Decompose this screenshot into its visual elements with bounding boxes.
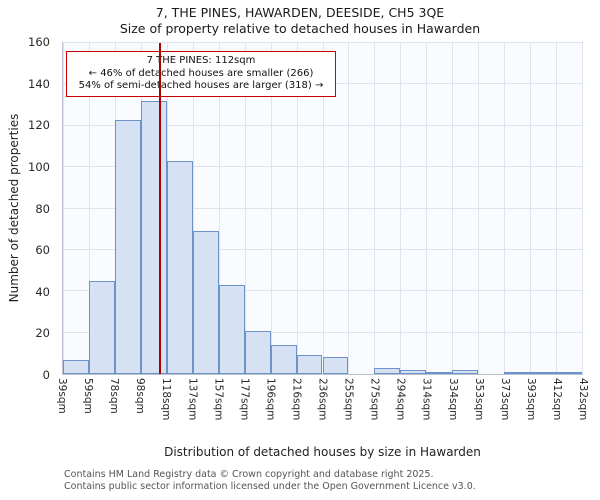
x-tick-label: 255sqm bbox=[342, 378, 355, 421]
x-tick-label: 432sqm bbox=[577, 378, 589, 421]
annotation-box: 7 THE PINES: 112sqm ← 46% of detached ho… bbox=[66, 51, 336, 97]
histogram-bar bbox=[270, 345, 297, 374]
v-gridline bbox=[218, 43, 220, 374]
x-tick-label: 236sqm bbox=[316, 378, 329, 421]
x-tick-label: 412sqm bbox=[550, 378, 563, 421]
y-tick-label: 140 bbox=[28, 76, 50, 91]
histogram-bar bbox=[322, 357, 349, 374]
histogram-bar bbox=[192, 231, 219, 374]
y-tick-label: 60 bbox=[35, 243, 50, 258]
histogram-bar bbox=[556, 371, 582, 374]
v-gridline bbox=[244, 43, 246, 374]
v-gridline bbox=[556, 43, 558, 374]
histogram-bar bbox=[166, 160, 193, 374]
histogram-bar bbox=[374, 367, 401, 374]
v-gridline bbox=[478, 43, 480, 374]
annotation-line-2: ← 46% of detached houses are smaller (26… bbox=[88, 67, 314, 79]
plot-area: 7 THE PINES: 112sqm ← 46% of detached ho… bbox=[62, 42, 583, 375]
footer: Contains HM Land Registry data © Crown c… bbox=[64, 469, 476, 492]
v-gridline bbox=[530, 43, 532, 374]
histogram-bar bbox=[452, 369, 479, 374]
y-tick-label: 40 bbox=[35, 284, 50, 299]
x-tick-label: 39sqm bbox=[56, 378, 68, 414]
v-gridline bbox=[322, 43, 324, 374]
histogram-bar bbox=[426, 371, 453, 374]
histogram-bar bbox=[63, 359, 89, 374]
v-gridline bbox=[270, 43, 272, 374]
x-tick-label: 137sqm bbox=[186, 378, 199, 421]
histogram-bar bbox=[504, 371, 531, 374]
x-tick-labels: 39sqm 59sqm 78sqm 98sqm 118sqm 137sqm 157sqm 17… bbox=[56, 378, 589, 442]
x-tick-label: 216sqm bbox=[290, 378, 303, 421]
y-tick-labels: 0 20 40 60 80 100 120 140 160 bbox=[0, 35, 56, 382]
x-tick-label: 334sqm bbox=[446, 378, 459, 421]
chart-title: 7, THE PINES, HAWARDEN, DEESIDE, CH5 3QE bbox=[155, 5, 445, 20]
v-gridline bbox=[374, 43, 376, 374]
v-gridline bbox=[88, 43, 90, 374]
chart-subtitle: Size of property relative to detached ho… bbox=[119, 21, 481, 36]
histogram-bar bbox=[400, 369, 427, 374]
histogram-bar bbox=[140, 100, 167, 374]
x-tick-label: 294sqm bbox=[394, 378, 407, 421]
x-tick-label: 157sqm bbox=[212, 378, 225, 421]
annotation-line-3: 54% of semi-detached houses are larger (… bbox=[78, 80, 324, 91]
x-tick-label: 59sqm bbox=[82, 378, 95, 414]
h-gridline bbox=[63, 42, 582, 43]
y-tick-label: 0 bbox=[42, 368, 50, 382]
annotation-line-1: 7 THE PINES: 112sqm bbox=[146, 55, 256, 66]
v-gridline bbox=[452, 43, 454, 374]
v-gridline bbox=[504, 43, 506, 374]
y-tick-label: 160 bbox=[28, 35, 50, 49]
x-tick-label: 353sqm bbox=[472, 378, 485, 421]
footer-line-1: Contains HM Land Registry data © Crown c… bbox=[64, 469, 434, 480]
y-tick-label: 120 bbox=[28, 118, 50, 133]
x-tick-label: 118sqm bbox=[160, 378, 173, 421]
x-tick-label: 373sqm bbox=[498, 378, 511, 421]
x-axis-title: Distribution of detached houses by size … bbox=[164, 445, 481, 459]
v-gridline bbox=[348, 43, 350, 374]
v-gridline bbox=[426, 43, 428, 374]
footer-line-2: Contains public sector information licen… bbox=[64, 480, 476, 492]
v-gridline bbox=[192, 43, 194, 374]
v-gridline bbox=[63, 43, 64, 374]
histogram-bar bbox=[114, 119, 141, 374]
v-gridline bbox=[582, 43, 583, 374]
histogram-bar bbox=[88, 280, 115, 374]
x-tick-label: 275sqm bbox=[368, 378, 381, 421]
x-tick-label: 314sqm bbox=[420, 378, 433, 421]
x-tick-label: 98sqm bbox=[134, 378, 147, 414]
property-size-marker-line bbox=[159, 43, 161, 374]
y-tick-label: 100 bbox=[28, 159, 50, 174]
v-gridline bbox=[400, 43, 402, 374]
y-tick-label: 80 bbox=[35, 201, 50, 216]
histogram-bar bbox=[296, 355, 323, 374]
x-tick-label: 78sqm bbox=[108, 378, 121, 414]
x-tick-label: 393sqm bbox=[524, 378, 537, 421]
histogram-bar bbox=[244, 330, 271, 374]
x-tick-label: 196sqm bbox=[264, 378, 277, 421]
histogram-bar bbox=[218, 285, 245, 374]
y-tick-label: 20 bbox=[35, 326, 50, 341]
histogram-bar bbox=[530, 371, 557, 374]
v-gridline bbox=[296, 43, 298, 374]
x-tick-label: 177sqm bbox=[238, 378, 251, 421]
